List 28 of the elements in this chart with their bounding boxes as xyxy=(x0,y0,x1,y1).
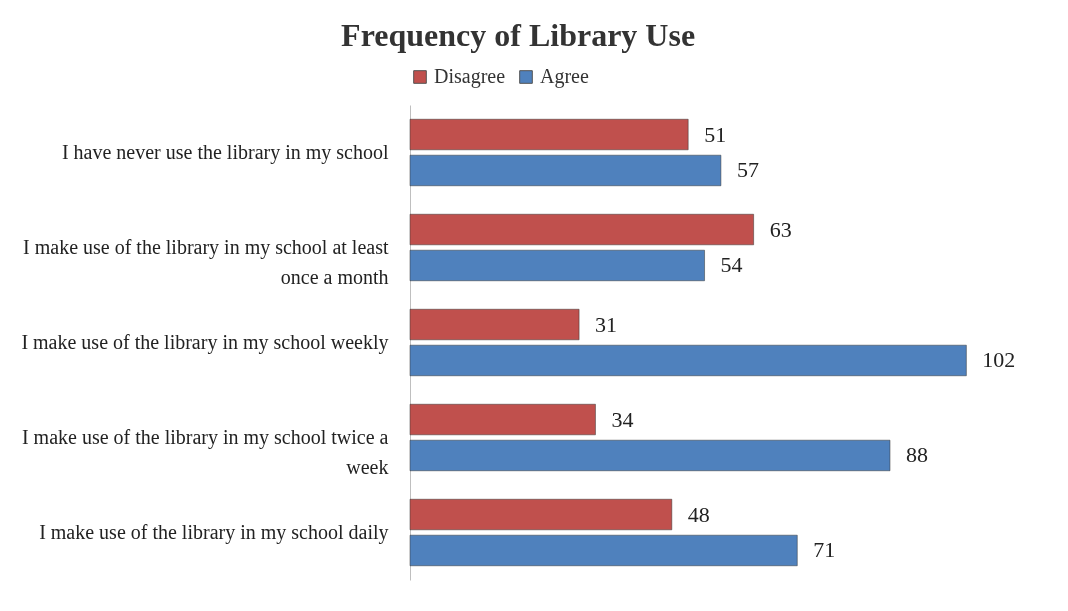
chart-title: Frequency of Library Use xyxy=(341,17,696,53)
bar xyxy=(409,249,706,282)
bar xyxy=(409,154,722,187)
data-label: 51 xyxy=(704,121,727,147)
bar xyxy=(409,118,689,151)
data-label: 31 xyxy=(595,311,618,337)
y-tick-label: I have never use the library in my school xyxy=(61,140,389,164)
data-label: 54 xyxy=(720,252,743,278)
data-label: 48 xyxy=(687,501,710,527)
data-label: 57 xyxy=(736,157,759,183)
bar xyxy=(409,213,755,246)
data-label: 63 xyxy=(769,216,792,242)
bar xyxy=(409,403,596,436)
bar xyxy=(409,534,798,567)
y-tick-label: I make use of the library in my school at least once a month xyxy=(23,235,389,288)
y-tick-label: I make use of the library in my school weekly xyxy=(21,330,389,354)
data-label: 88 xyxy=(906,442,928,468)
legend-label: Disagree xyxy=(434,65,506,88)
data-label: 34 xyxy=(611,406,634,432)
data-label: 71 xyxy=(813,537,836,563)
y-tick-label: I make use of the library in my school twice a week xyxy=(21,425,389,478)
bar xyxy=(409,344,967,377)
data-label: 102 xyxy=(982,347,1016,373)
legend-label: Agree xyxy=(540,65,589,88)
bar xyxy=(409,498,673,531)
bar xyxy=(409,308,580,341)
y-tick-label: I make use of the library in my school daily xyxy=(39,520,389,544)
bar xyxy=(409,439,891,472)
